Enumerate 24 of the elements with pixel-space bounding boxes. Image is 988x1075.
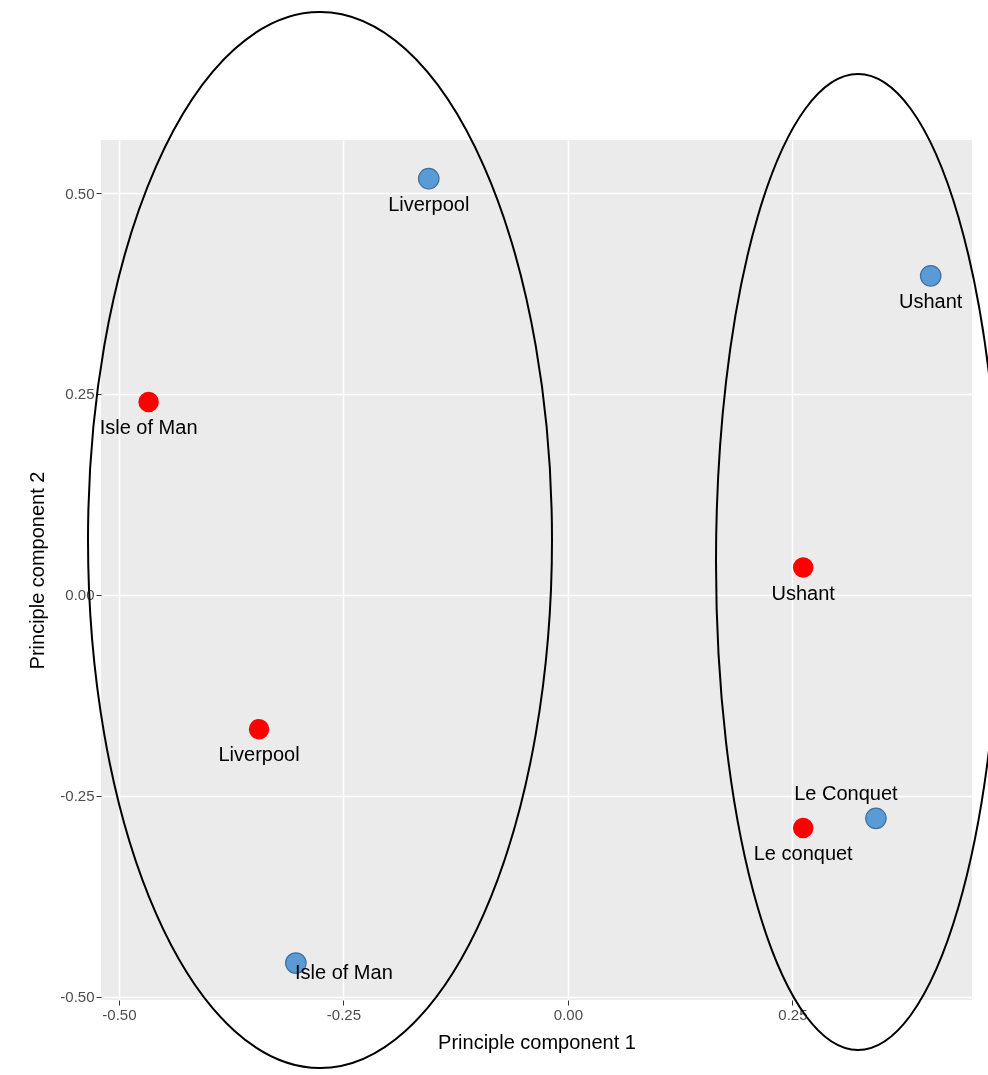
y-tick-label: 0.25 (65, 385, 95, 403)
y-tick-label: -0.50 (60, 988, 95, 1006)
annotation: Isle of Man (294, 961, 393, 984)
point (919, 265, 942, 287)
x-tick-label: -0.50 (102, 1005, 137, 1023)
point (248, 718, 270, 740)
y-tick-label: -0.25 (60, 787, 95, 805)
y-tick-label: 0.50 (65, 184, 95, 202)
annotation: Liverpool (388, 192, 470, 215)
x-axis-title: Principle component 1 (438, 1030, 636, 1053)
annotation: Isle of Man (99, 416, 198, 439)
point (865, 807, 887, 830)
annotation: Ushant (771, 581, 836, 604)
annotation: Ushant (899, 289, 963, 312)
x-tick-label: -0.25 (326, 1005, 362, 1023)
point (417, 167, 440, 190)
annotation: Liverpool (218, 743, 300, 766)
y-axis-title: Principle component 2 (26, 471, 49, 670)
point (792, 557, 814, 578)
x-tick-label: 0.00 (553, 1005, 584, 1023)
annotation: Le conquet (753, 842, 854, 864)
annotation: Le Conquet (794, 782, 899, 805)
point (138, 391, 159, 413)
point (792, 817, 814, 839)
